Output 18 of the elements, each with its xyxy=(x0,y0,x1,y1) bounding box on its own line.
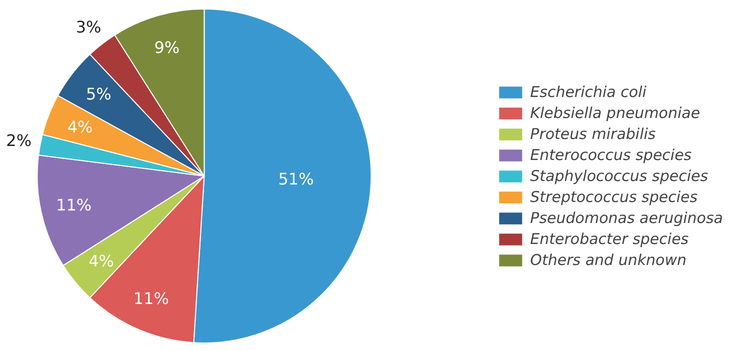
data-label: 11% xyxy=(133,289,169,308)
legend-label: Enterobacter species xyxy=(530,230,689,248)
legend-label: Escherichia coli xyxy=(530,82,646,100)
legend-label: Staphylococcus species xyxy=(530,166,708,184)
data-label: 4% xyxy=(88,252,114,271)
legend-label: Pseudomonas aeruginosa xyxy=(530,208,723,226)
data-label: 2% xyxy=(6,131,32,150)
legend-label: Streptococcus species xyxy=(530,188,698,206)
data-label: 4% xyxy=(67,117,93,136)
data-label: 5% xyxy=(86,84,112,104)
data-label: 9% xyxy=(154,38,180,58)
legend-label: Klebsiella pneumoniae xyxy=(530,104,700,122)
legend-label: Others and unknown xyxy=(530,250,686,268)
data-label: 11% xyxy=(56,196,92,215)
data-label: 51% xyxy=(278,169,314,188)
legend-label: Enterococcus species xyxy=(530,146,692,164)
legend-label: Proteus mirabilis xyxy=(530,124,656,142)
data-label: 3% xyxy=(76,17,102,36)
